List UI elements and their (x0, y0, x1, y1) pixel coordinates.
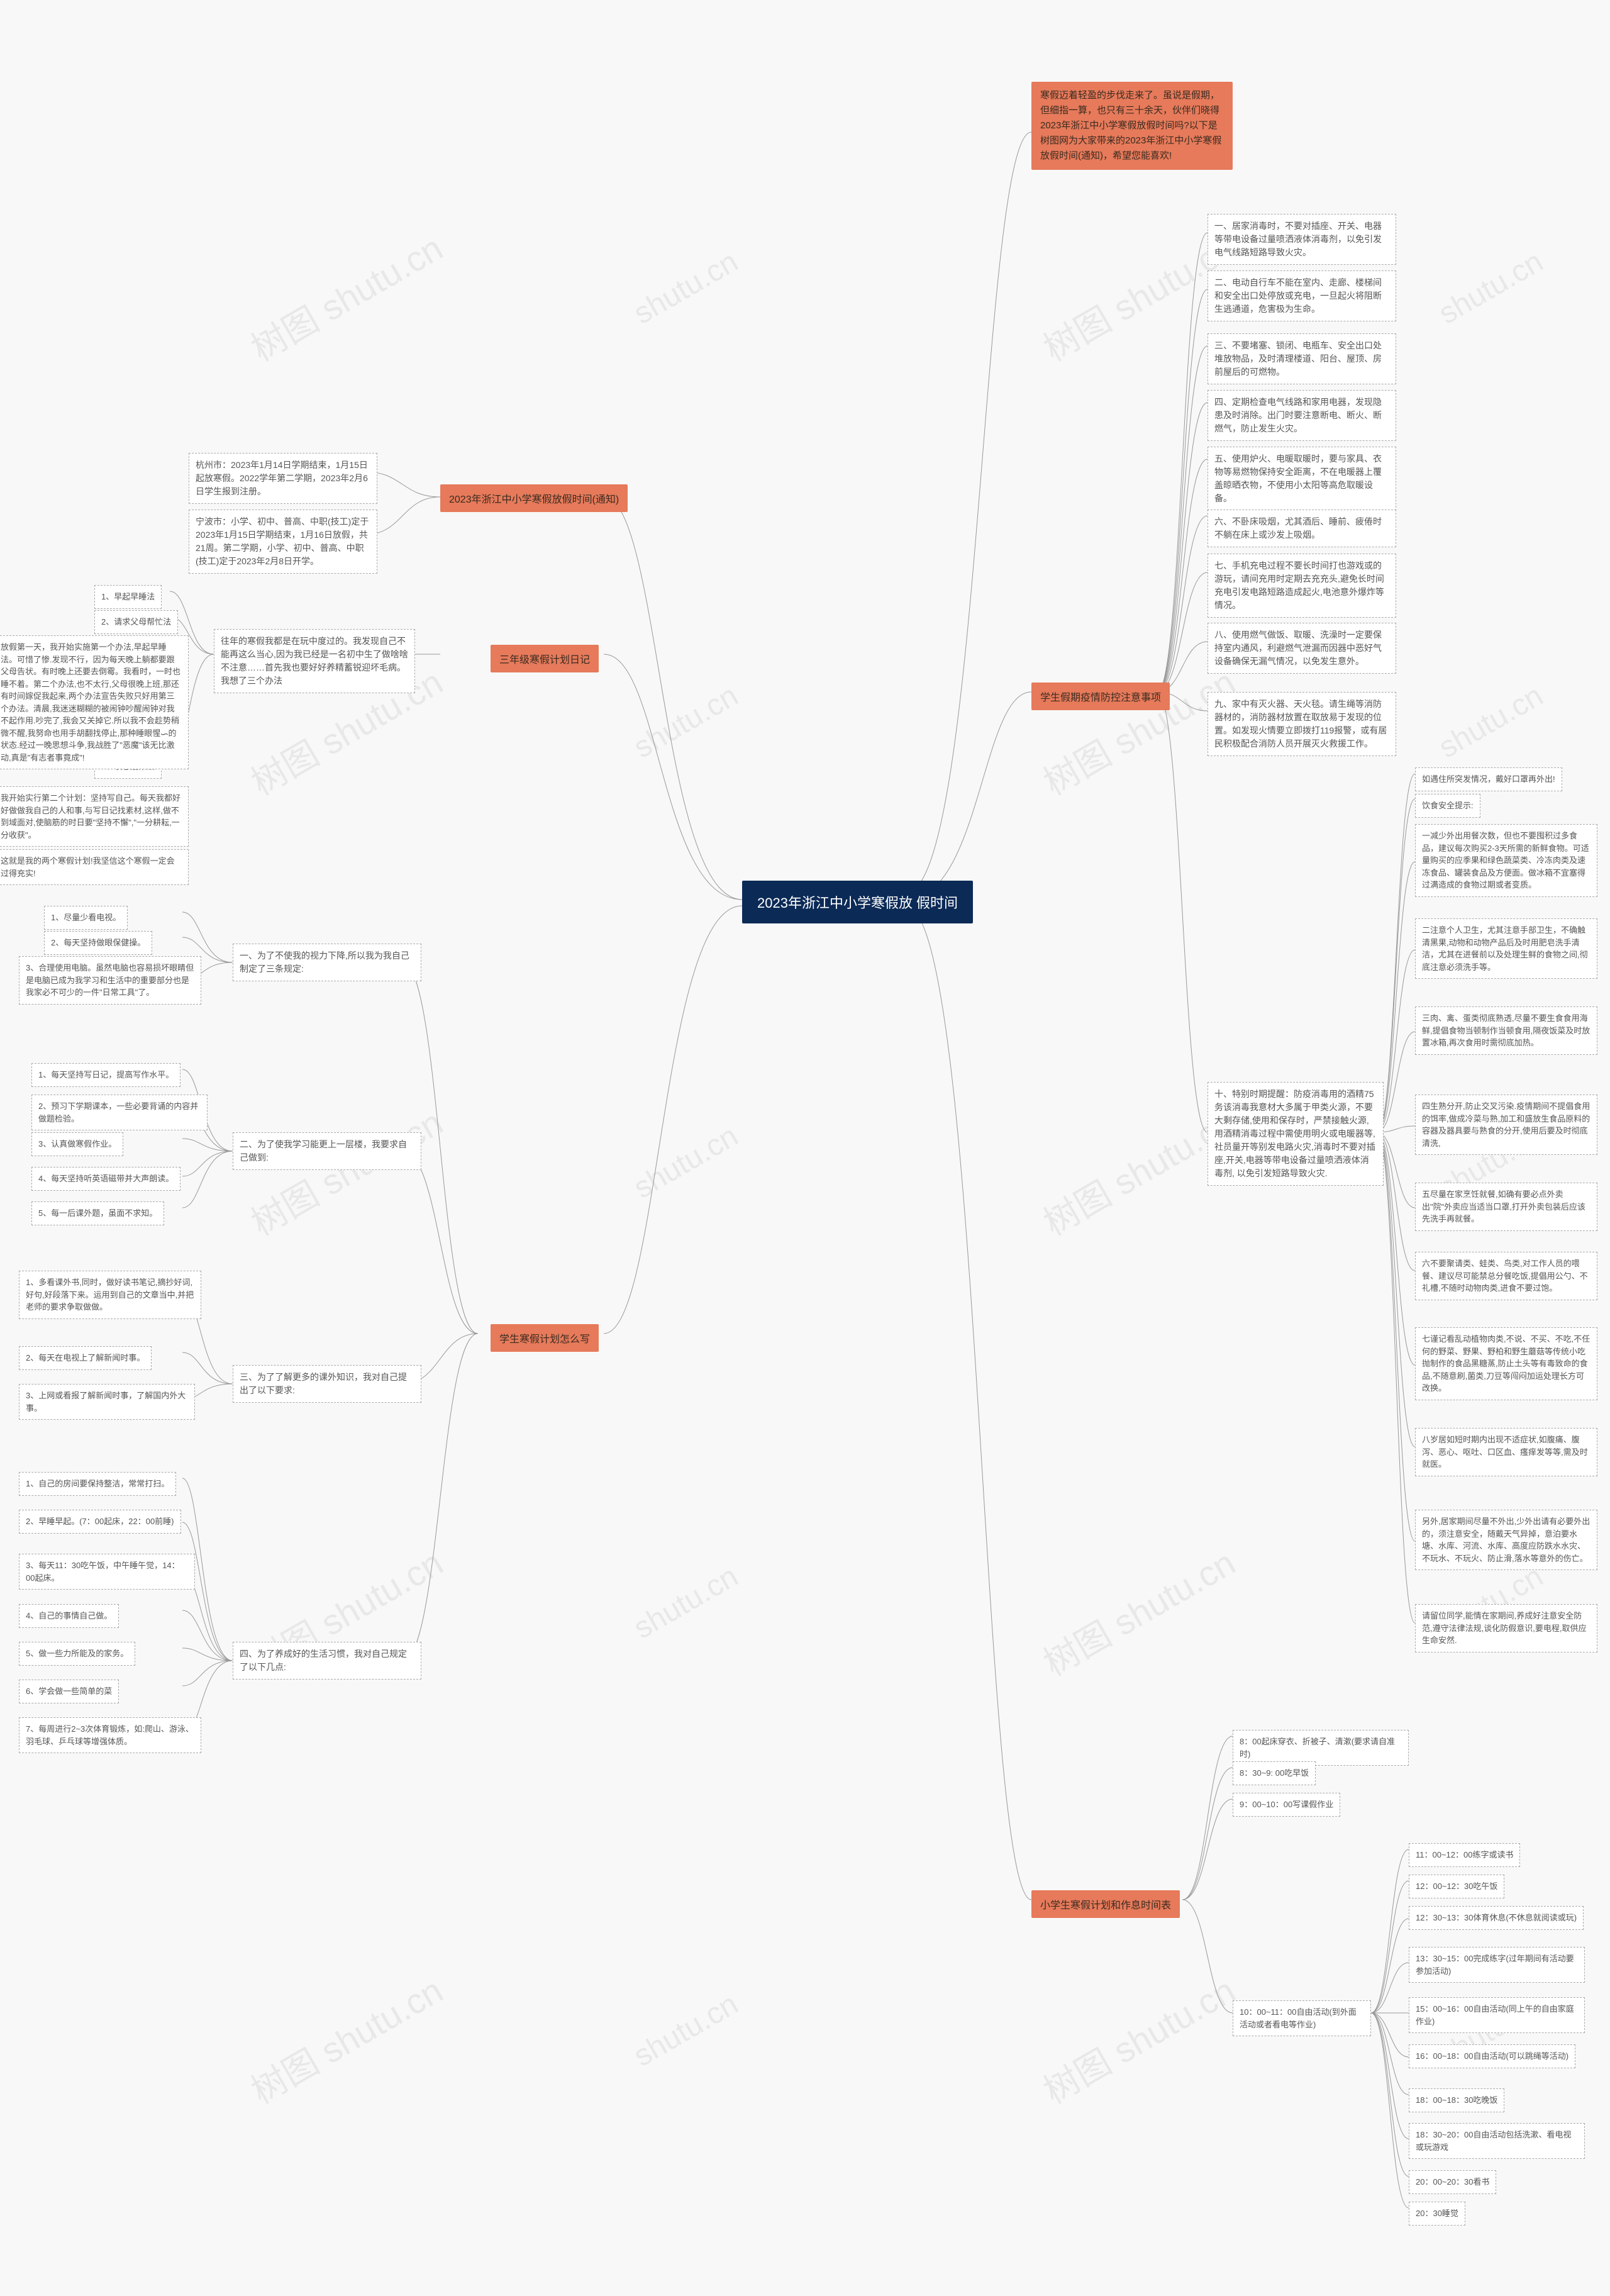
daily-item: 16：00~18：00自由活动(可以跳绳等活动) (1409, 2044, 1575, 2068)
watermark: shutu.cn (628, 678, 744, 765)
daily-item: 8：00起床穿衣、折被子、清漱(要求请自准时) (1233, 1730, 1409, 1766)
safety-item: 四、定期检查电气线路和家用电器，发现隐患及时消除。出门时要注意断电、断火、断燃气… (1208, 390, 1396, 441)
plan-item: 5、每一后课外题，虽面不求知。 (31, 1201, 164, 1225)
plan-item: 4、自己的事情自己做。 (19, 1604, 119, 1628)
watermark: 树图 shutu.cn (1033, 1535, 1243, 1686)
center-title: 2023年浙江中小学寒假放 假时间 (742, 881, 973, 923)
plan-item: 1、多看课外书,同时，做好读书笔记,摘抄好词,好句,好段落下来。运用到自己的文章… (19, 1271, 201, 1319)
plan-item: 4、每天坚持听英语磁带并大声朗读。 (31, 1167, 180, 1191)
plan-group-2: 二、为了使我学习能更上一层楼，我要求自己做到: (233, 1132, 421, 1170)
safety-sub-item: 七谨记看乱动植物肉类,不说、不买、不吃,不任何的野菜、野果、野柏和野生蘑菇等传统… (1415, 1327, 1597, 1400)
safety-item: 七、手机充电过程不要长时间打也游戏或的游玩，请间充用时定期去充充头,避免长时间充… (1208, 554, 1396, 618)
plan-item: 3、上网或看报了解新闻时事，了解国内外大事。 (19, 1384, 195, 1420)
section-safety: 学生假期疫情防控注意事项 (1031, 683, 1170, 710)
watermark: shutu.cn (628, 1559, 744, 1646)
safety-more: 请留位同学,能情在家期间,养成好注意安全防范,遵守法律法规,谈化防假意识,要电程… (1415, 1604, 1597, 1652)
section-plan: 学生寒假计划怎么写 (491, 1324, 599, 1352)
safety-sub-item: 四生熟分开,防止交叉污染.疫情期间不提倡食用的饵率,做成冷菜与熟,加工和盛放生食… (1415, 1095, 1597, 1155)
diary-method-2: 2、请求父母帮忙法 (94, 610, 178, 634)
watermark: shutu.cn (1433, 678, 1549, 765)
plan-item: 7、每周进行2~3次体育锻炼，如:爬山、游泳、羽毛球、乒乓球等增强体质。 (19, 1717, 201, 1753)
safety-sub-item: 五尽量在家烹饪就餐,如确有要必点外卖出"院"外卖应当适当口罩,打开外卖包装后应该… (1415, 1183, 1597, 1231)
plan-item: 3、每天11：30吃午饭，中午睡午觉，14：00起床。 (19, 1554, 195, 1590)
plan-group-3: 三、为了了解更多的课外知识，我对自己提出了以下要求: (233, 1365, 421, 1403)
plan-item: 1、自己的房间要保持整洁，常常打扫。 (19, 1472, 176, 1496)
plan-item: 5、做一些力所能及的家务。 (19, 1642, 135, 1666)
daily-item: 12：30~13：30体育休息(不休息就阅读或玩) (1409, 1906, 1584, 1930)
safety-item: 八、使用燃气做饭、取暖、洗澡时一定要保持室内通风，利避燃气泄漏而因器中恶好气设备… (1208, 623, 1396, 674)
schedule-item: 杭州市：2023年1月14日学期结束，1月15日起放寒假。2022学年第二学期，… (189, 453, 377, 504)
safety-item-10: 十、特别时期提醒：防疫消毒用的酒精75务该消毒我意材大多属于甲类火源，不要大剩存… (1208, 1082, 1384, 1186)
plan-item: 1、尽量少看电视。 (44, 906, 128, 930)
watermark: 树图 shutu.cn (1033, 1963, 1243, 2114)
watermark: 树图 shutu.cn (240, 221, 450, 372)
plan-group-1: 一、为了不使我的视力下降,所以我为我自己制定了三条规定: (233, 944, 421, 981)
section-schedule: 2023年浙江中小学寒假放假时间(通知) (440, 484, 628, 512)
plan-item: 2、每天坚持做眼保健操。 (44, 931, 152, 955)
plan-item: 2、早睡早起。(7：00起床，22：00前睡) (19, 1510, 181, 1534)
safety-sub-sub: 饮食安全提示: (1415, 794, 1480, 818)
safety-sub-item: 二注意个人卫生，尤其注意手部卫生，不确触清黑果,动物和动物产品后及时用肥皂洗手清… (1415, 918, 1597, 979)
daily-item: 8：30~9: 00吃早饭 (1233, 1761, 1316, 1785)
plan-item: 6、学会做一些简单的菜 (19, 1680, 119, 1703)
daily-item: 11：00~12：00练字或读书 (1409, 1843, 1520, 1867)
watermark: 树图 shutu.cn (240, 1963, 450, 2114)
plan-item: 1、每天坚持写日记，提高写作水平。 (31, 1063, 180, 1087)
safety-item: 二、电动自行车不能在室内、走廊、楼梯间和安全出口处停放或充电，一旦起火将阻断生逃… (1208, 270, 1396, 321)
safety-sub-item: 一减少外出用餐次数，但也不要囤积过多食品，建议每次购买2-3天所需的新鲜食物。可… (1415, 824, 1597, 897)
diary-method-1: 1、早起早睡法 (94, 585, 162, 609)
diary-method-1-text: 放假第一天，我开始实施第一个办法,早起早睡法。可惜了惨.发现不行，因为每天晚上躺… (0, 635, 189, 769)
plan-group-4: 四、为了养成好的生活习惯，我对自己规定了以下几点: (233, 1642, 421, 1680)
daily-item: 18：00~18：30吃晚饭 (1409, 2088, 1504, 2112)
diary-method-3-text: 我开始实行第二个计划：坚持写自己。每天我都好好做做我自己的人和事,与写日记找素材… (0, 786, 189, 847)
safety-sub-item: 八岁居如短时期内出现不适症状,如腹痛、腹泻、恶心、呕吐、口区血、瘙痒发等等,需及… (1415, 1428, 1597, 1476)
daily-item: 15：00~16：00自由活动(同上午的自由家庭作业) (1409, 1997, 1585, 2033)
safety-sub-item: 三肉、禽、蛋类彻底熟透,尽量不要生食食用海鲜,提倡食物当顿制作当顿食用,隔夜饭菜… (1415, 1006, 1597, 1055)
schedule-item: 宁波市：小学、初中、普高、中职(技工)定于2023年1月15日学期结束，1月16… (189, 510, 377, 574)
diary-preface: 往年的寒假我都是在玩中度过的。我发现自己不能再这么当心,因为我已经是一名初中生了… (214, 629, 415, 693)
watermark: shutu.cn (628, 1987, 744, 2073)
section-diary: 三年级寒假计划日记 (491, 645, 599, 672)
plan-item: 2、预习下学期课本，一些必要背诵的内容并做题检验。 (31, 1095, 208, 1130)
safety-sub-header: 如遇住所突发情况，戴好口罩再外出! (1415, 767, 1562, 791)
daily-item: 18：30~20：00自由活动包括洗漱、看电视或玩游戏 (1409, 2123, 1585, 2159)
intro-text: 寒假迈着轻盈的步伐走来了。虽说是假期，但细指一算，也只有三十余天，伙伴们晓得20… (1031, 82, 1233, 170)
daily-item: 9：00~10：00写课假作业 (1233, 1793, 1340, 1817)
daily-mid: 10：00~11：00自由活动(到外面活动或者看电等作业) (1233, 2000, 1371, 2036)
safety-item: 一、居家消毒时，不要对插座、开关、电器等带电设备过量喷洒液体消毒剂，以免引发电气… (1208, 214, 1396, 265)
plan-item: 2、每天在电视上了解新闻时事。 (19, 1346, 152, 1370)
section-daily: 小学生寒假计划和作息时间表 (1031, 1890, 1180, 1918)
diary-conclusion: 这就是我的两个寒假计划!我坚信这个寒假一定会过得充实! (0, 849, 189, 885)
safety-item: 六、不卧床吸烟，尤其酒后、睡前、疲倦时不躺在床上或沙发上吸烟。 (1208, 510, 1396, 547)
daily-item: 12：00~12：30吃午饭 (1409, 1875, 1504, 1898)
safety-item: 九、家中有灭火器、天火毯。请生绳等消防器材的，消防器材放置在取放易于发现的位置。… (1208, 692, 1396, 756)
safety-item: 五、使用炉火、电暖取暖时，要与家具、衣物等易燃物保持安全距离，不在电暖器上覆盖晾… (1208, 447, 1396, 511)
watermark: shutu.cn (1433, 244, 1549, 331)
daily-item: 20：30睡觉 (1409, 2202, 1465, 2226)
watermark: 树图 shutu.cn (240, 1095, 450, 1246)
safety-sub-item: 六不要聚请类、蛙类、鸟类,对工作人员的喂餐、建议尽可能禁总分餐吃饭,提倡用公勺、… (1415, 1252, 1597, 1300)
watermark: shutu.cn (628, 244, 744, 331)
daily-item: 20：00~20：30看书 (1409, 2170, 1496, 2194)
safety-more: 另外,居家期间尽量不外出,少外出请有必要外出的，须注意安全，随戴天气异掉，意泊要… (1415, 1510, 1597, 1570)
daily-item: 13：30~15：00完成练字(过年期间有活动要参加活动) (1409, 1947, 1585, 1983)
watermark: shutu.cn (628, 1118, 744, 1205)
plan-item: 3、认真做寒假作业。 (31, 1132, 123, 1156)
plan-item: 3、合理使用电脑。虽然电脑也容易损坏眼睛但是电脑已成为我学习和生活中的重要部分也… (19, 956, 201, 1005)
safety-item: 三、不要堵塞、锁闭、电瓶车、安全出口处堆放物品，及时清理楼道、阳台、屋顶、房前屋… (1208, 333, 1396, 384)
